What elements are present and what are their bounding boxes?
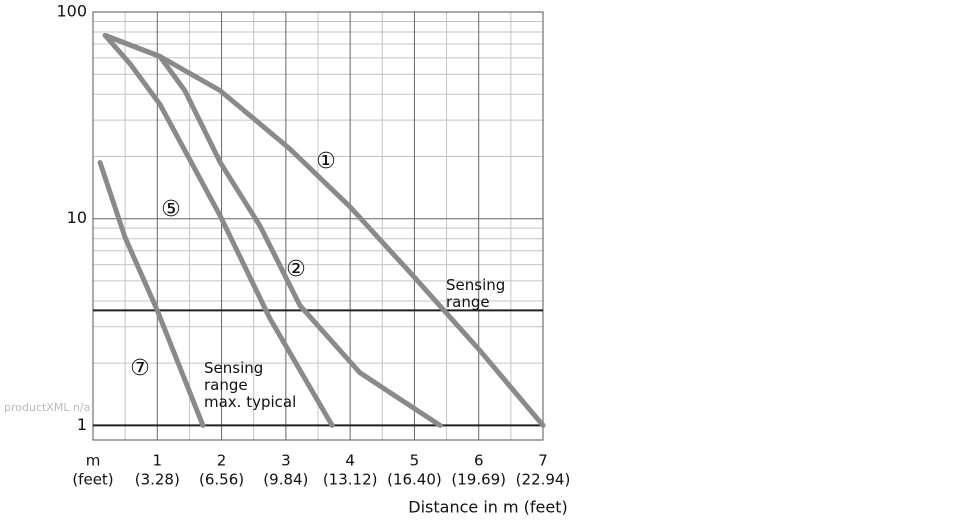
x-tick-label: 2 — [217, 452, 227, 470]
x-unit-secondary-label: (feet) — [72, 471, 113, 489]
y-tick-label: 100 — [56, 2, 87, 21]
y-tick-label: 1 — [77, 415, 87, 434]
annotation: Sensing range — [446, 276, 505, 311]
x-axis-title: Distance in m (feet) — [408, 498, 567, 517]
x-tick-label: 7 — [538, 452, 548, 470]
x-unit-label: m — [86, 452, 101, 470]
curve — [97, 160, 206, 428]
x-tick-secondary-label: (19.69) — [451, 471, 506, 489]
x-tick-secondary-label: (16.40) — [387, 471, 442, 489]
curve-label: ① — [316, 149, 336, 174]
x-tick-label: 4 — [345, 452, 355, 470]
plot-frame — [92, 11, 544, 441]
watermark: productXML n/a — [4, 401, 90, 414]
x-tick-secondary-label: (6.56) — [199, 471, 244, 489]
x-tick-secondary-label: (3.28) — [135, 471, 180, 489]
annotation-line: Sensing — [204, 359, 263, 377]
annotation-line: Sensing — [446, 276, 505, 294]
annotation-line: range — [446, 293, 490, 311]
curve — [102, 32, 443, 428]
x-tick-label: 6 — [474, 452, 484, 470]
curve — [102, 32, 335, 428]
annotation-line: range — [204, 376, 248, 394]
x-tick-secondary-label: (22.94) — [516, 471, 571, 489]
annotation: Sensing range max. typical — [204, 359, 296, 411]
curve-label: ⑦ — [130, 356, 150, 381]
curve — [102, 32, 546, 428]
curve-label: ⑤ — [161, 197, 181, 222]
x-tick-label: 1 — [153, 452, 163, 470]
annotation-line: max. typical — [204, 393, 296, 411]
x-tick-secondary-label: (13.12) — [323, 471, 378, 489]
curve-label: ② — [286, 257, 306, 282]
y-tick-label: 10 — [67, 208, 87, 227]
x-tick-label: 3 — [281, 452, 291, 470]
x-tick-label: 5 — [410, 452, 420, 470]
x-tick-secondary-label: (9.84) — [263, 471, 308, 489]
